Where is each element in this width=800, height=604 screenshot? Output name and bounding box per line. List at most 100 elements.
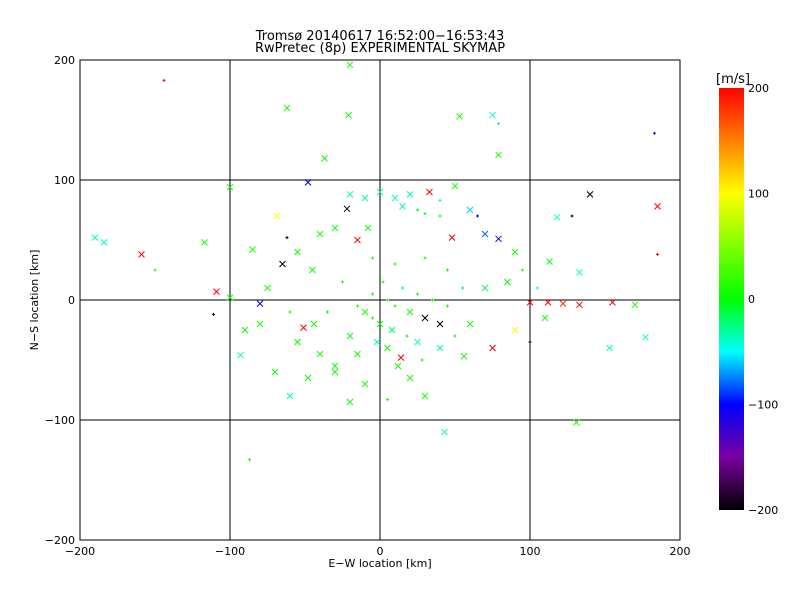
- x-axis-ticks: −200 −100 0 100 200: [65, 545, 691, 558]
- data-point-cross: [391, 194, 399, 202]
- data-point-cross: [241, 326, 249, 334]
- data-point-plus: [497, 122, 500, 126]
- data-point-cross: [345, 111, 352, 119]
- data-point-plus: [326, 310, 329, 314]
- data-point-cross: [609, 299, 616, 306]
- data-point-cross: [354, 350, 361, 358]
- data-point-cross: [213, 288, 220, 295]
- data-point-cross: [553, 213, 561, 221]
- y-tick-label: 0: [68, 294, 75, 307]
- data-point-cross: [226, 294, 234, 301]
- colorbar-tick-label: 100: [748, 188, 769, 201]
- data-point-cross: [406, 308, 414, 316]
- data-point-cross: [361, 308, 369, 316]
- data-point-cross: [384, 344, 391, 352]
- data-point-plus: [570, 214, 574, 218]
- y-tick-label: −200: [45, 534, 75, 547]
- data-point-cross: [436, 320, 444, 328]
- colorbar: [m/s] 200 100 0 −100 −200: [716, 72, 778, 517]
- data-point-cross: [511, 326, 519, 334]
- data-point-cross: [414, 338, 421, 346]
- data-point-cross: [343, 205, 351, 213]
- colorbar-gradient: [719, 88, 744, 510]
- y-tick-label: 100: [54, 174, 75, 187]
- data-point-plus: [162, 78, 166, 82]
- data-point-plus: [416, 292, 419, 296]
- data-point-plus: [401, 286, 404, 290]
- data-point-plus: [405, 334, 409, 338]
- data-point-cross: [466, 320, 474, 328]
- data-point-cross: [576, 269, 583, 276]
- data-point-plus: [438, 198, 442, 202]
- data-point-cross: [346, 398, 354, 406]
- data-point-cross: [256, 300, 264, 307]
- data-point-cross: [91, 234, 99, 241]
- data-point-plus: [453, 334, 457, 338]
- data-point-plus: [521, 268, 524, 272]
- data-point-cross: [294, 338, 301, 346]
- data-point-cross: [573, 419, 580, 426]
- data-point-cross: [495, 235, 502, 243]
- data-point-cross: [586, 191, 594, 198]
- data-point-plus: [656, 252, 659, 256]
- data-point-plus: [536, 286, 539, 290]
- colorbar-tick-label: 200: [748, 82, 769, 95]
- data-point-cross: [331, 362, 339, 370]
- data-point-cross: [354, 236, 361, 244]
- data-point-cross: [451, 182, 459, 190]
- data-point-cross: [606, 344, 613, 352]
- data-point-plus: [371, 316, 374, 320]
- data-point-cross: [460, 353, 468, 360]
- data-point-cross: [138, 251, 145, 258]
- data-point-plus: [248, 458, 251, 462]
- data-point-cross: [237, 351, 244, 359]
- data-point-cross: [294, 248, 301, 256]
- data-point-cross: [283, 104, 291, 112]
- data-point-plus: [212, 312, 215, 316]
- data-point-plus: [386, 398, 389, 402]
- data-point-cross: [286, 392, 294, 400]
- plot-frame: [79, 59, 681, 541]
- data-point-plus: [420, 358, 424, 362]
- colorbar-ticks: 200 100 0 −100 −200: [748, 82, 778, 517]
- data-point-plus: [423, 256, 427, 260]
- data-point-cross: [271, 368, 279, 376]
- data-point-cross: [441, 428, 448, 436]
- data-point-plus: [153, 268, 157, 272]
- data-point-cross: [361, 380, 369, 388]
- data-point-cross: [256, 320, 264, 328]
- data-point-cross: [316, 350, 324, 358]
- data-point-cross: [373, 338, 381, 346]
- data-point-cross: [310, 320, 318, 328]
- x-tick-label: 200: [670, 545, 691, 558]
- data-point-plus: [528, 340, 532, 344]
- chart-title: Tromsø 20140617 16:52:00−16:53:43: [255, 29, 505, 44]
- data-point-cross: [504, 278, 511, 286]
- colorbar-tick-label: 0: [748, 293, 755, 306]
- data-point-cross: [456, 113, 463, 120]
- colorbar-tick-label: −200: [748, 504, 778, 517]
- data-point-cross: [421, 392, 429, 400]
- data-point-cross: [481, 230, 489, 238]
- data-point-cross: [495, 151, 502, 159]
- data-point-cross: [304, 374, 312, 382]
- data-point-plus: [476, 214, 479, 218]
- data-point-cross: [331, 368, 339, 376]
- data-point-cross: [481, 284, 489, 292]
- data-point-cross: [631, 301, 639, 309]
- data-point-cross: [346, 332, 354, 340]
- data-point-cross: [300, 324, 307, 331]
- x-axis-label: E−W location [km]: [328, 557, 431, 570]
- data-point-plus: [653, 131, 656, 135]
- data-point-cross: [448, 234, 456, 241]
- data-point-plus: [341, 280, 344, 284]
- data-point-cross: [346, 191, 354, 198]
- data-point-cross: [376, 320, 384, 328]
- data-point-cross: [546, 258, 553, 265]
- x-tick-label: −100: [215, 545, 245, 558]
- data-point-cross: [100, 239, 108, 246]
- data-point-plus: [381, 280, 385, 284]
- grid-lines: [80, 60, 680, 540]
- data-point-cross: [388, 326, 396, 334]
